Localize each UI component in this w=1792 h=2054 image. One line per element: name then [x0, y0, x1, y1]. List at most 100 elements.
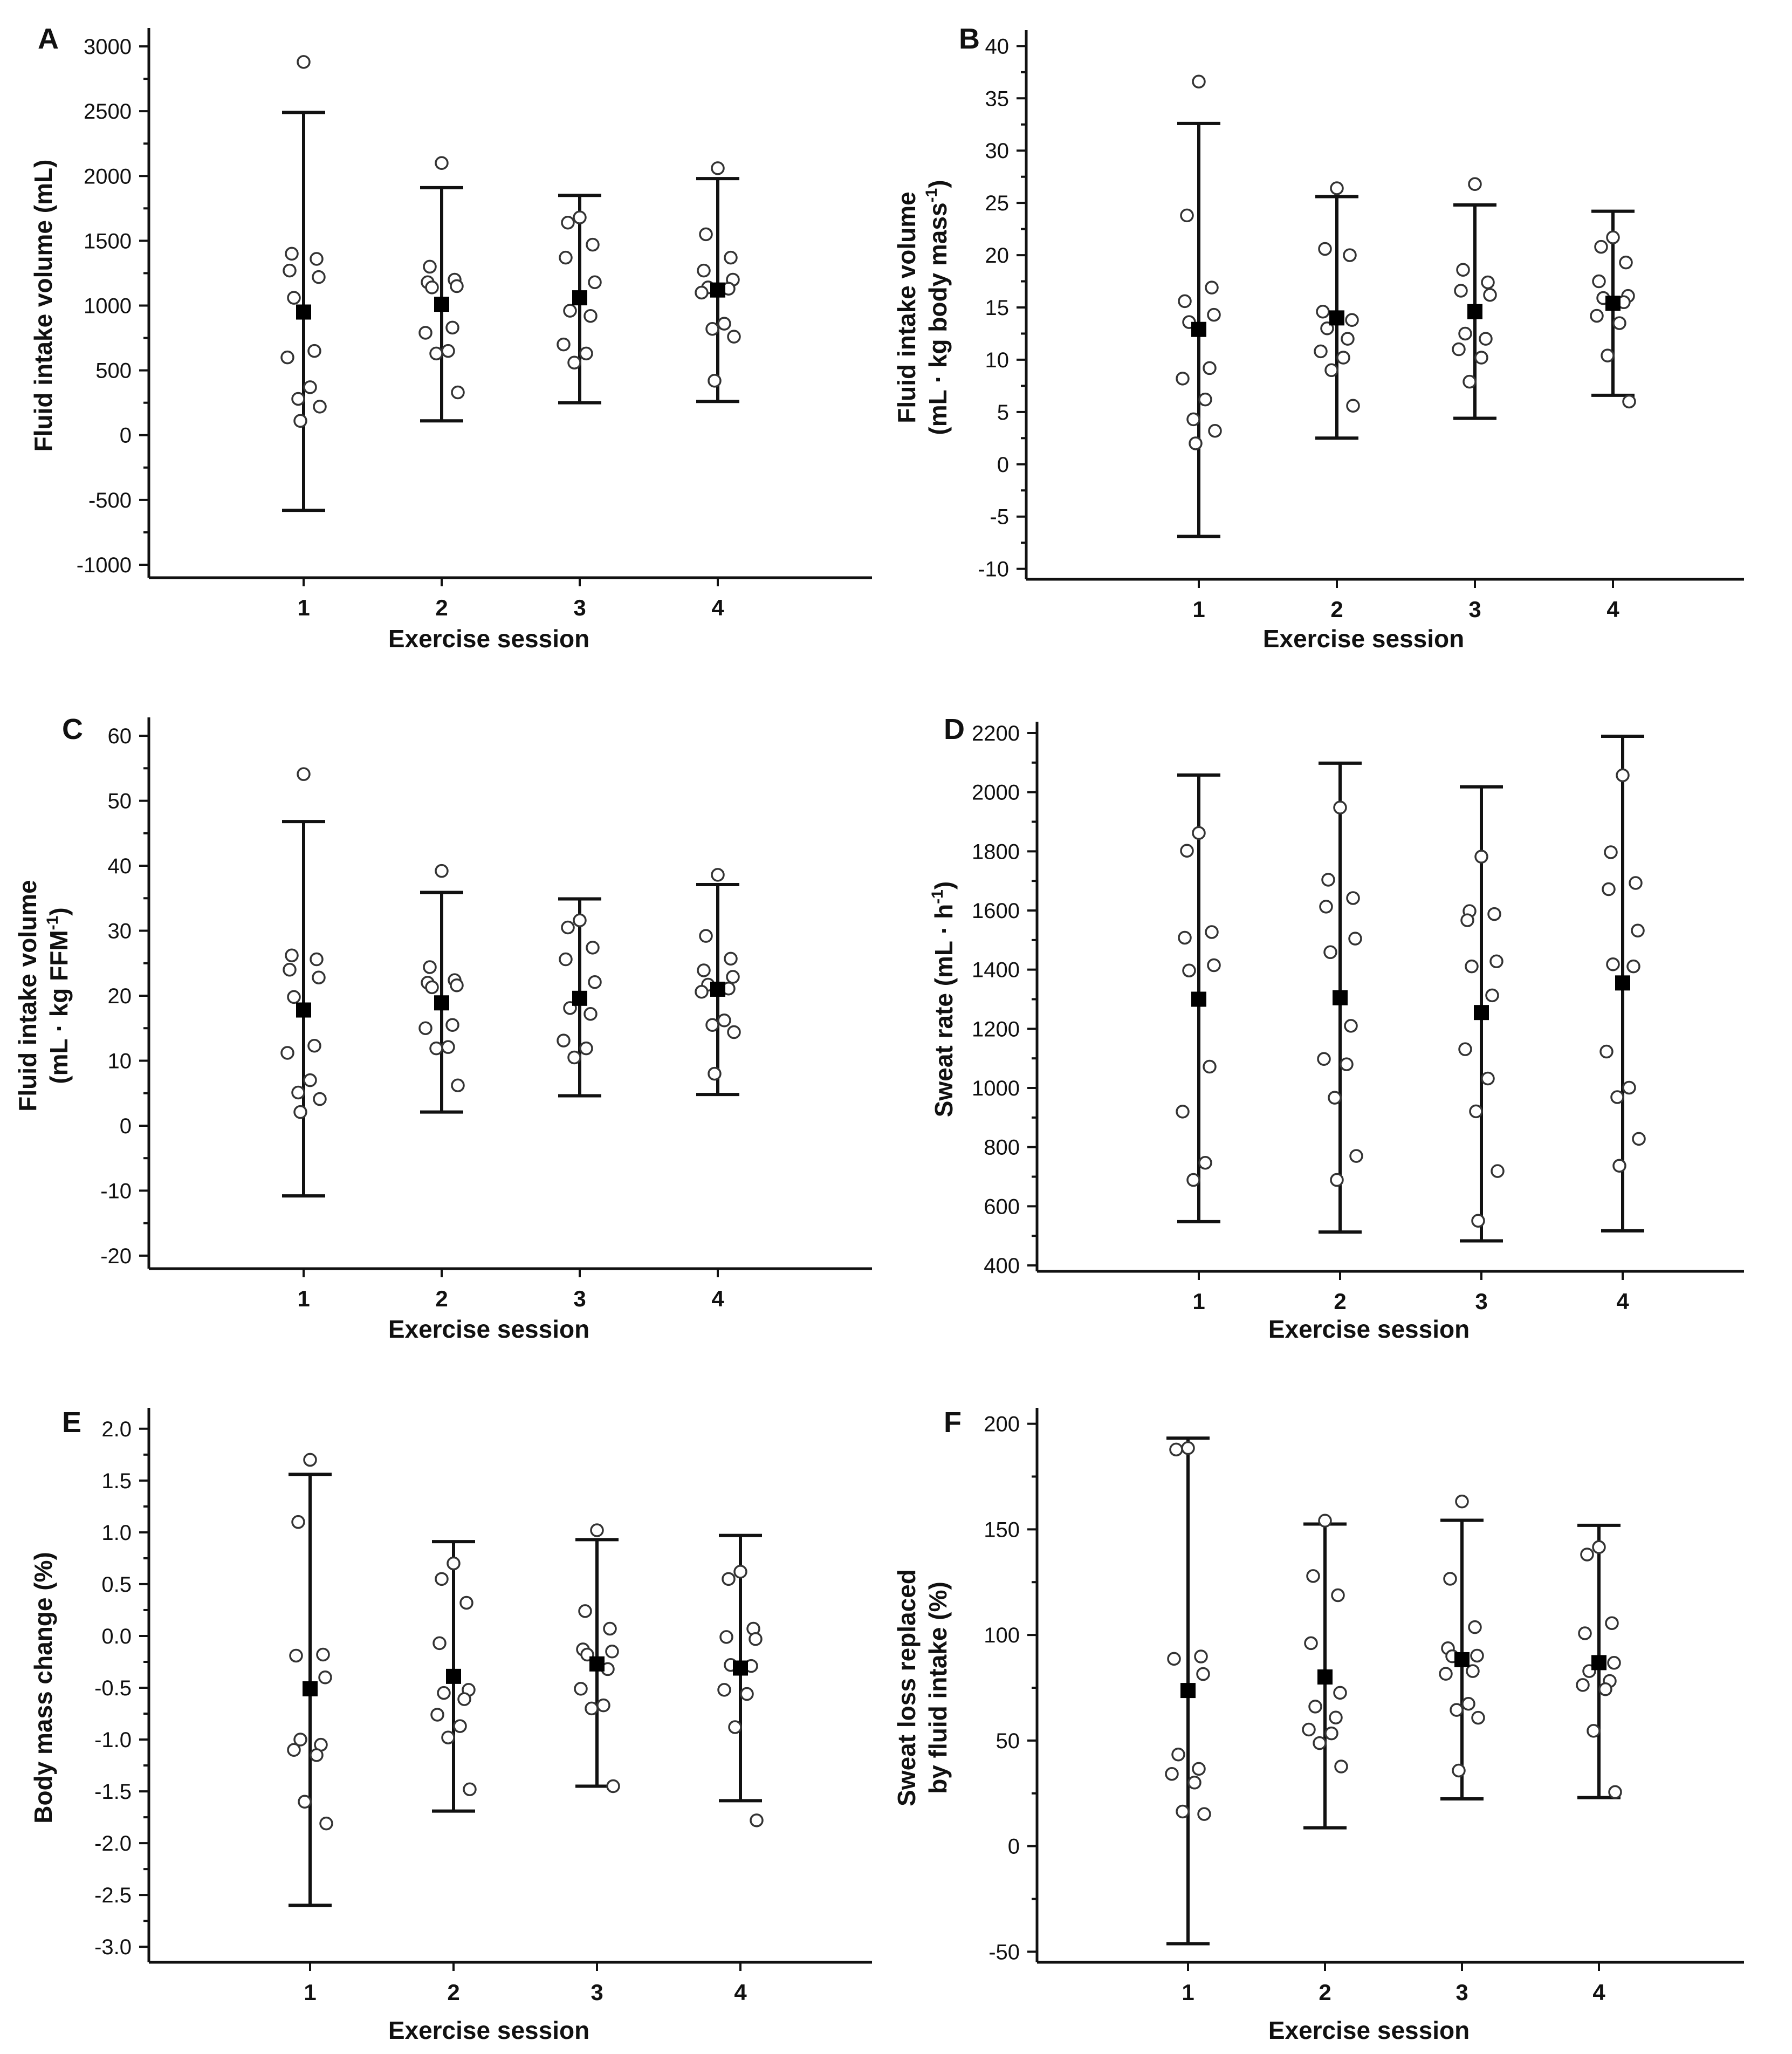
panel-c-data-point [445, 1018, 459, 1032]
panel-f-data-point [1580, 1548, 1594, 1562]
panel-f-y-tick-label: 100 [984, 1624, 1020, 1647]
panel-b-data-point [1592, 274, 1606, 289]
panel-f-data-point [1324, 1726, 1338, 1741]
panel-e-y-tick-label: 2.0 [101, 1418, 132, 1441]
panel-f-data-point [1598, 1682, 1612, 1696]
panel-e-data-point [578, 1604, 592, 1618]
panel-b-data-point [1189, 436, 1203, 450]
panel-f-x-tick-label: 2 [1319, 1980, 1331, 2005]
panel-e-y-tick-label: -3.0 [94, 1935, 132, 1959]
panel-c-data-point [711, 868, 725, 882]
panel-f-mean-marker [1591, 1655, 1606, 1670]
panel-a-data-point [727, 330, 741, 344]
panel-a-mean-marker [710, 282, 725, 298]
panel-c-mean-marker [572, 990, 587, 1006]
panel-c-data-point [441, 1040, 455, 1054]
panel-d-data-point [1485, 988, 1499, 1003]
panel-d-data-point [1348, 932, 1362, 946]
panel-c-data-point [435, 864, 449, 878]
panel-e-data-point [719, 1630, 733, 1644]
panel-d-data-point [1465, 959, 1479, 974]
panel-a-data-point [708, 374, 722, 388]
panel-e-y-tick-label: 0.0 [101, 1625, 132, 1648]
panel-a-x-tick-label: 1 [297, 595, 310, 620]
panel-c-data-point [291, 1085, 305, 1100]
panel-c-data-point [287, 990, 301, 1004]
panel-d-x-tick-label: 2 [1334, 1289, 1346, 1314]
panel-b-data-point [1208, 423, 1222, 438]
panel-d-data-point [1632, 1132, 1646, 1146]
panel-b-data-point [1330, 181, 1344, 195]
panel-d-data-point [1205, 925, 1219, 939]
panel-d-data-point [1340, 1057, 1354, 1071]
panel-f-y-axis-label: Sweat loss replaced by fluid intake (%) [892, 1569, 952, 1806]
panel-f-data-point [1302, 1722, 1316, 1737]
panel-f-data-point [1306, 1569, 1320, 1583]
panel-f-y-axis-label-line: by fluid intake (%) [924, 1581, 952, 1794]
panel-e-y-tick-label: -1.5 [94, 1780, 132, 1804]
panel-e-y-tick-label: 1.0 [101, 1521, 132, 1545]
panel-b-data-point [1207, 307, 1221, 322]
panel-c-data-point [307, 1039, 321, 1053]
panel-f-letter: F [944, 1406, 962, 1439]
panel-e-x-tick-label: 1 [304, 1980, 316, 2005]
panel-d-data-point [1344, 1019, 1358, 1033]
panel-c-data-point [726, 970, 740, 984]
panel-a-data-point [280, 350, 294, 365]
panel-e-data-point [289, 1648, 303, 1663]
panel-f-data-point [1455, 1494, 1469, 1509]
panel-c-data-point [313, 1092, 327, 1106]
panel-b-data-point [1463, 374, 1477, 389]
panel-a-data-point [586, 237, 600, 252]
panel-b-data-point [1324, 363, 1338, 378]
panel-e-x-tick-label: 3 [591, 1980, 603, 2005]
panel-d-y-tick-label: 1400 [972, 958, 1020, 982]
panel-d-y-tick-label: 2000 [972, 781, 1020, 805]
panel-b-data-point [1318, 242, 1332, 256]
panel-c-data-point [285, 948, 299, 963]
panel-b-y-tick-label: 0 [997, 453, 1009, 477]
panel-b-mean-marker [1191, 321, 1206, 337]
panel-e-data-point [459, 1596, 473, 1610]
panel-f-data-point [1196, 1667, 1210, 1681]
panel-f-data-point [1181, 1441, 1195, 1455]
panel-b-mean-marker [1467, 304, 1482, 319]
panel-b-data-point [1452, 342, 1466, 357]
panel-a-y-axis-label-line: Fluid intake volume (mL) [29, 160, 57, 452]
panel-c-y-tick-label: 0 [120, 1114, 132, 1138]
panel-d-data-point [1330, 1173, 1344, 1187]
panel-b-y-axis-label: Fluid intake volume (mL · kg body mass-1) [892, 180, 952, 435]
panel-d-y-tick-label: 1600 [972, 899, 1020, 923]
panel-b-data-point [1343, 248, 1357, 262]
panel-f-data-point [1194, 1649, 1208, 1663]
panel-f-data-point [1468, 1620, 1482, 1634]
panel-e-y-tick-label: 0.5 [101, 1573, 132, 1597]
panel-d-data-point [1471, 1214, 1485, 1228]
panel-d-x-tick-label: 1 [1192, 1289, 1205, 1314]
panel-b-data-point [1474, 351, 1488, 365]
panel-f-data-point [1587, 1724, 1601, 1738]
panel-a-data-point [563, 304, 577, 318]
panel-c-y-tick-label: 50 [108, 790, 132, 813]
panel-c-data-point [559, 952, 573, 967]
panel-c-data-point [450, 978, 464, 992]
panel-e-data-point [717, 1683, 731, 1697]
panel-d-y-tick-label: 400 [984, 1254, 1020, 1278]
panel-c-data-point [695, 985, 709, 999]
panel-d-y-tick-label: 1000 [972, 1077, 1020, 1100]
panel-d-data-point [1321, 873, 1335, 887]
panel-d-data-point [1346, 891, 1360, 905]
panel-a-mean-marker [434, 297, 449, 312]
panel-e-data-point [603, 1621, 617, 1636]
panel-f-data-point [1329, 1710, 1343, 1724]
panel-f-data-point [1605, 1616, 1619, 1630]
panel-f-y-tick-label: -50 [988, 1940, 1020, 1964]
panel-f-mean-marker [1454, 1652, 1470, 1667]
panel-e-data-point [437, 1686, 451, 1700]
panel-d-data-point [1481, 1071, 1495, 1086]
panel-b-mean-marker [1605, 296, 1621, 311]
panel-e-mean-marker [303, 1681, 318, 1696]
panel-e-x-tick-label: 2 [447, 1980, 459, 2005]
panel-f-data-point [1197, 1807, 1211, 1821]
